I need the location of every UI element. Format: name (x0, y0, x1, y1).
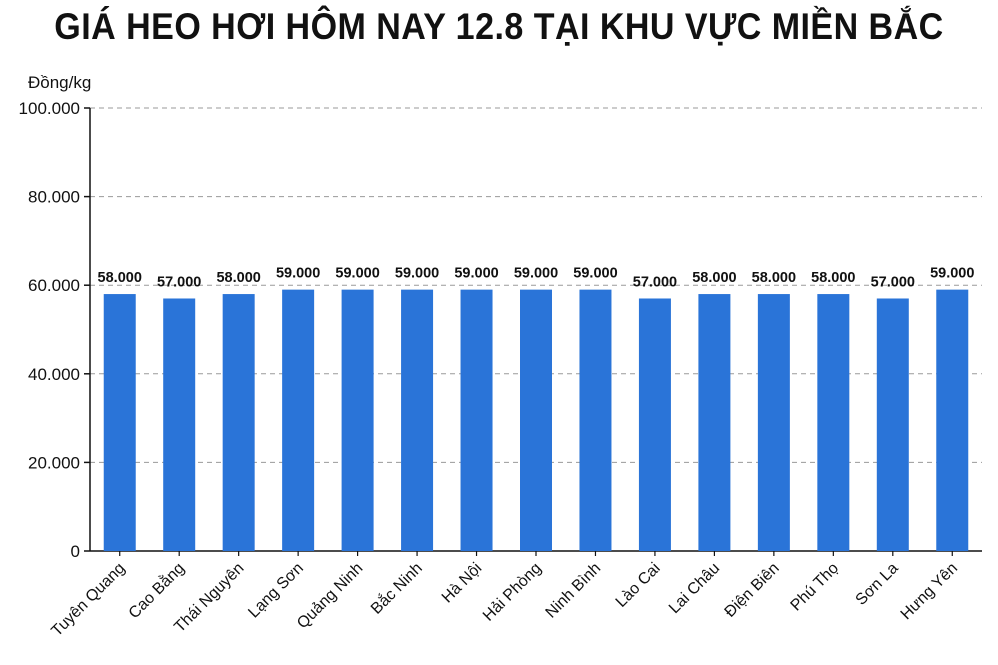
data-label: 57.000 (633, 274, 677, 290)
x-tick-label: Lào Cai (613, 560, 664, 611)
data-label: 57.000 (157, 274, 201, 290)
bar (103, 294, 136, 551)
x-tick-label: Lai Châu (666, 560, 723, 617)
bar (520, 289, 552, 551)
data-label: 58.000 (752, 270, 796, 286)
bar (163, 298, 196, 551)
bar (579, 289, 612, 551)
data-label: 58.000 (692, 270, 736, 286)
bar (757, 294, 790, 551)
y-tick-label: 80.000 (28, 188, 80, 207)
x-tick-label: Tuyên Quang (48, 560, 128, 640)
bar (698, 294, 731, 551)
y-tick-label: 40.000 (28, 365, 80, 384)
data-labels: 58.000 57.000 58.000 59.000 59.000 59.000 59.0… (98, 266, 975, 291)
x-tick-label: Sơn La (853, 560, 902, 609)
bar (222, 294, 255, 551)
data-label: 58.000 (216, 270, 260, 286)
y-tick-label: 0 (71, 542, 80, 561)
data-label: 59.000 (276, 266, 320, 282)
x-tick-label: Cao Bằng (124, 558, 188, 622)
data-label: 58.000 (98, 270, 142, 286)
x-tick-label: Hà Nội (439, 560, 486, 607)
y-tick-label: 20.000 (28, 453, 80, 472)
data-label: 57.000 (871, 274, 915, 290)
bar (936, 289, 969, 551)
y-axis-unit-label: Đồng/kg (28, 73, 91, 92)
x-tick-label: Bắc Ninh (367, 558, 426, 617)
x-tick-label: Hưng Yên (898, 560, 961, 623)
bar (282, 289, 315, 551)
x-tick-label: Phú Thọ (788, 560, 843, 615)
chart-title: GIÁ HEO HƠI HÔM NAY 12.8 TẠI KHU VỰC MIỀ… (54, 6, 944, 47)
data-label: 59.000 (335, 266, 379, 282)
data-label: 59.000 (930, 266, 974, 282)
bar (817, 294, 850, 551)
bars (103, 289, 969, 551)
y-tick-label: 60.000 (28, 276, 80, 295)
bar (341, 289, 374, 551)
data-label: 59.000 (454, 266, 498, 282)
bar (876, 298, 909, 551)
data-label: 59.000 (395, 266, 439, 282)
x-tick-label: Hải Phòng (480, 560, 545, 625)
x-tick-label: Lạng Sơn (245, 560, 307, 622)
data-label: 59.000 (514, 266, 558, 282)
bar (401, 289, 434, 551)
x-tick-label: Ninh Bình (543, 560, 605, 622)
data-label: 59.000 (573, 266, 617, 282)
y-tick-label: 100.000 (19, 99, 80, 118)
y-tick-labels: 0 20.000 40.000 60.000 80.000 100.000 (19, 99, 80, 561)
bar (460, 289, 493, 551)
data-label: 58.000 (811, 270, 855, 286)
bar (638, 298, 671, 551)
x-tick-label: Điện Biên (722, 560, 783, 621)
